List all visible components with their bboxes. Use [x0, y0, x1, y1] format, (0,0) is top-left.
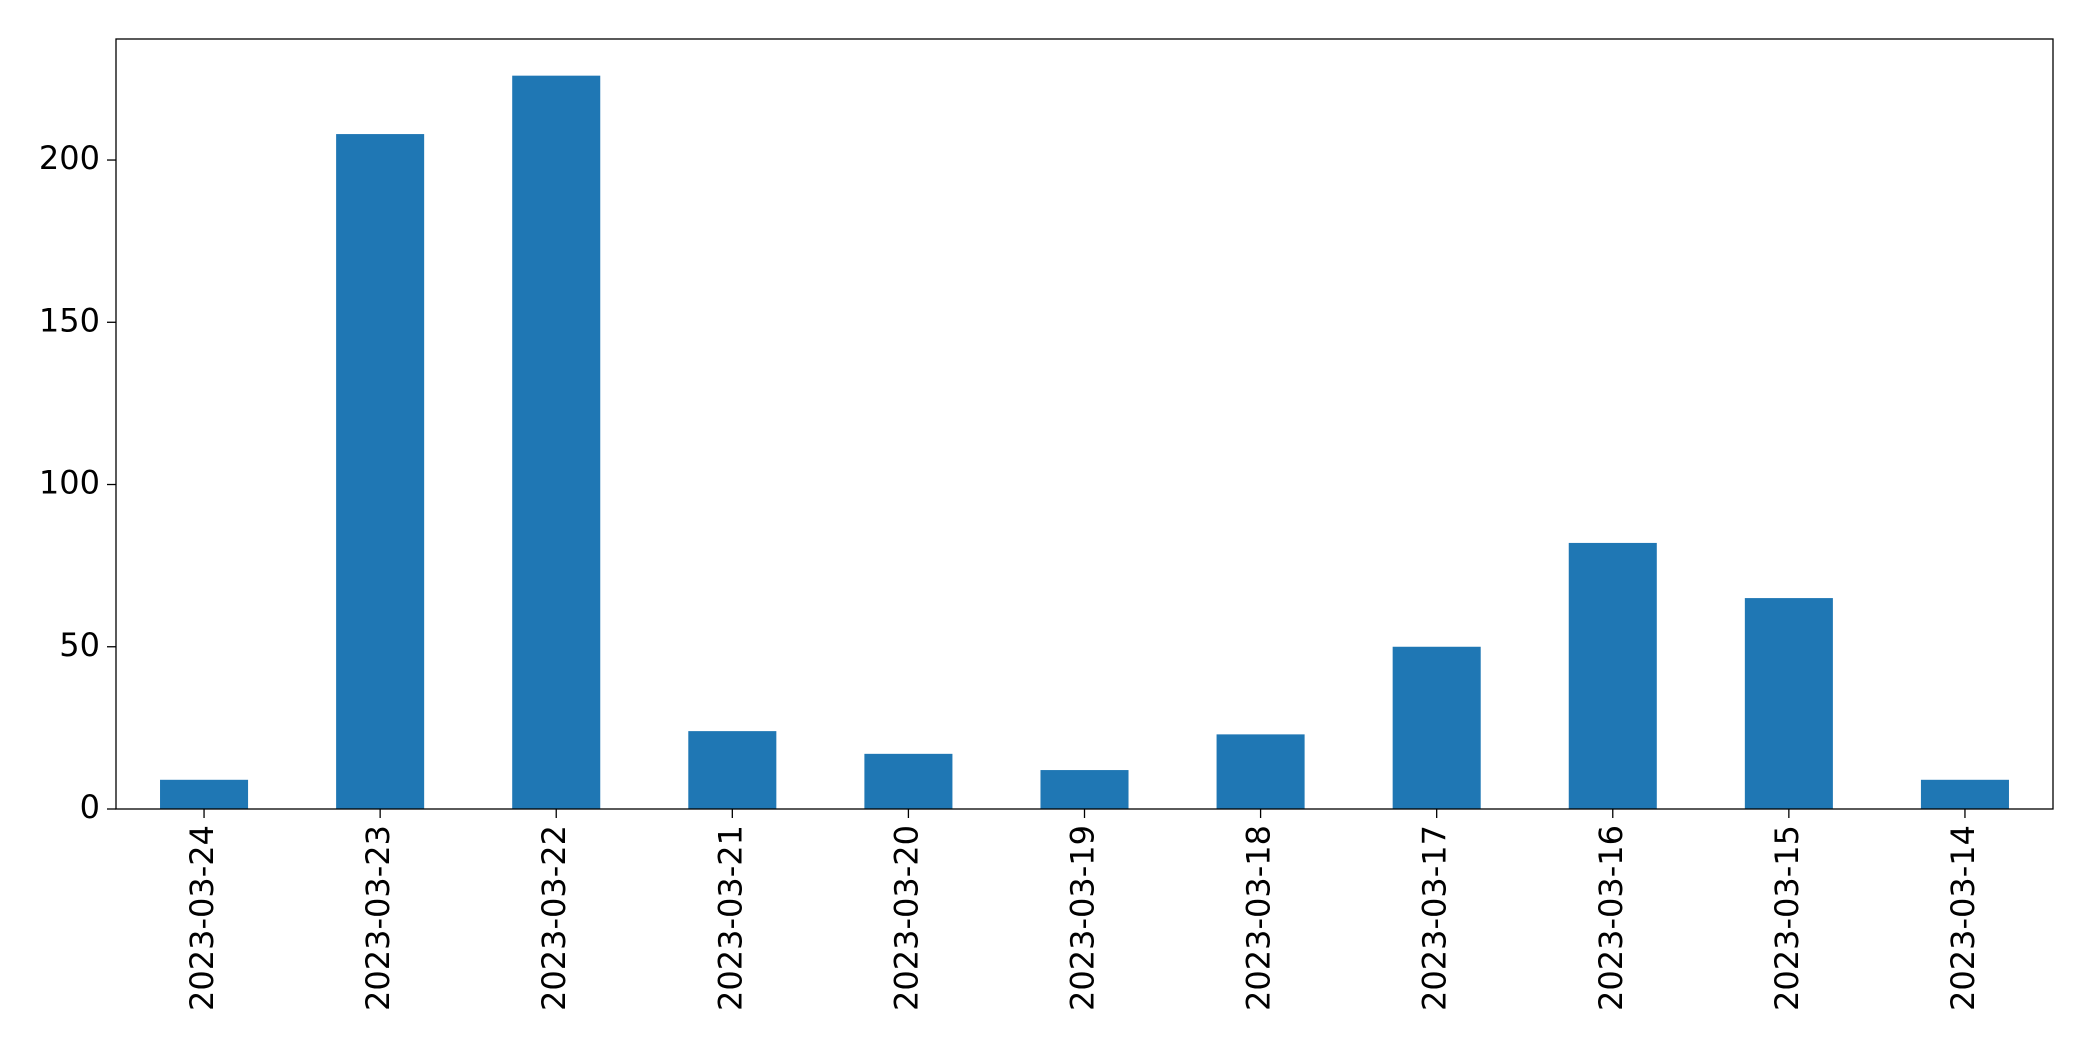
y-tick-label: 0	[80, 788, 100, 826]
x-tick-label: 2023-03-14	[1944, 825, 1982, 1011]
x-tick-label: 2023-03-23	[359, 825, 397, 1011]
bar	[1744, 598, 1833, 809]
bar	[512, 75, 601, 809]
x-tick-label: 2023-03-21	[711, 825, 749, 1011]
y-tick-label: 50	[59, 626, 100, 664]
bar	[688, 731, 777, 809]
x-tick-label: 2023-03-24	[183, 825, 221, 1011]
x-tick-label: 2023-03-15	[1768, 825, 1806, 1011]
x-tick-label: 2023-03-18	[1240, 825, 1278, 1011]
x-tick-label: 2023-03-20	[887, 825, 925, 1011]
bar	[1040, 770, 1129, 809]
x-tick-label: 2023-03-22	[535, 825, 573, 1011]
y-tick-label: 100	[39, 464, 100, 502]
x-tick-label: 2023-03-19	[1064, 825, 1102, 1011]
x-tick-label: 2023-03-16	[1592, 825, 1630, 1011]
bar	[160, 779, 249, 809]
bar	[1920, 779, 2009, 809]
x-tick-label: 2023-03-17	[1416, 825, 1454, 1011]
bar	[1216, 734, 1305, 809]
bar	[1568, 542, 1657, 809]
y-tick-label: 150	[39, 301, 100, 339]
plot-frame	[115, 38, 2054, 810]
bar	[1392, 646, 1481, 809]
bar	[336, 134, 425, 810]
y-tick-label: 200	[39, 139, 100, 177]
bar	[864, 753, 953, 809]
